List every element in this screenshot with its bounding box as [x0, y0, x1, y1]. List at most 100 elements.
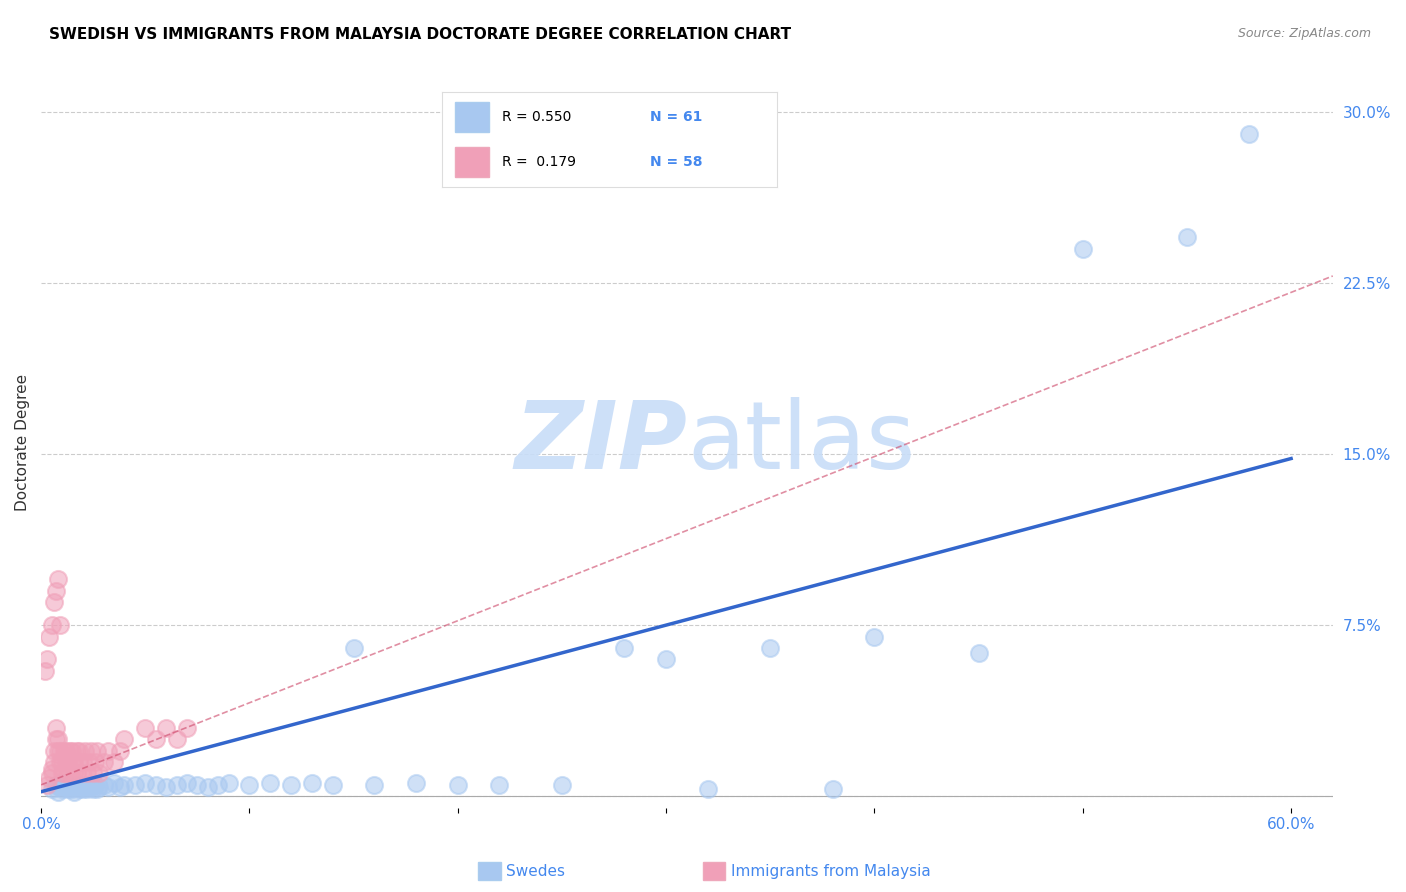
- Point: [51, 782, 73, 797]
- Text: ZIP: ZIP: [515, 397, 688, 489]
- Point: [97, 780, 120, 794]
- Text: Immigrants from Malaysia: Immigrants from Malaysia: [731, 864, 931, 879]
- Point: [34, 664, 56, 678]
- Point: [363, 778, 385, 792]
- Point: [58, 755, 80, 769]
- Point: [84, 778, 107, 792]
- Point: [72, 778, 94, 792]
- Point: [89, 780, 111, 794]
- Point: [63, 785, 86, 799]
- Point: [65, 778, 87, 792]
- Point: [37, 652, 59, 666]
- Point: [863, 630, 886, 644]
- Point: [41, 782, 63, 797]
- Point: [1175, 230, 1198, 244]
- Y-axis label: Doctorate Degree: Doctorate Degree: [15, 374, 30, 511]
- Point: [551, 778, 574, 792]
- Point: [1239, 128, 1261, 142]
- Point: [93, 778, 115, 792]
- Point: [967, 646, 990, 660]
- Point: [145, 778, 167, 792]
- Point: [60, 755, 83, 769]
- Point: [49, 744, 72, 758]
- Point: [73, 780, 96, 794]
- Point: [110, 744, 132, 758]
- Point: [69, 766, 91, 780]
- Point: [86, 744, 108, 758]
- Point: [53, 744, 76, 758]
- Point: [80, 780, 103, 794]
- Point: [259, 775, 281, 789]
- Point: [186, 778, 208, 792]
- Point: [51, 755, 73, 769]
- Point: [343, 640, 366, 655]
- Point: [97, 744, 120, 758]
- Point: [207, 778, 229, 792]
- Point: [51, 775, 73, 789]
- Point: [42, 755, 65, 769]
- Point: [197, 780, 219, 794]
- Point: [821, 782, 844, 797]
- Point: [114, 778, 136, 792]
- Point: [155, 721, 177, 735]
- Text: atlas: atlas: [688, 397, 915, 489]
- Point: [89, 766, 111, 780]
- Point: [405, 775, 427, 789]
- Point: [38, 630, 60, 644]
- Point: [80, 744, 103, 758]
- Point: [55, 744, 77, 758]
- Point: [67, 755, 90, 769]
- Point: [77, 778, 100, 792]
- Point: [41, 618, 63, 632]
- Point: [45, 778, 67, 792]
- Point: [67, 744, 90, 758]
- Point: [65, 744, 87, 758]
- Point: [46, 732, 69, 747]
- Point: [93, 755, 115, 769]
- Point: [49, 618, 72, 632]
- Point: [218, 775, 240, 789]
- Point: [84, 755, 107, 769]
- Point: [82, 782, 104, 797]
- Point: [280, 778, 302, 792]
- Point: [38, 771, 60, 785]
- Point: [37, 778, 59, 792]
- Point: [41, 762, 63, 776]
- Point: [59, 744, 82, 758]
- Point: [69, 780, 91, 794]
- Point: [86, 782, 108, 797]
- Point: [655, 652, 678, 666]
- Point: [155, 780, 177, 794]
- Point: [301, 775, 323, 789]
- Point: [447, 778, 470, 792]
- Point: [42, 595, 65, 609]
- Point: [696, 782, 718, 797]
- Text: Swedes: Swedes: [506, 864, 565, 879]
- Point: [65, 766, 87, 780]
- Point: [60, 780, 83, 794]
- Point: [145, 732, 167, 747]
- Point: [46, 573, 69, 587]
- Point: [114, 732, 136, 747]
- Point: [76, 782, 98, 797]
- Point: [51, 766, 73, 780]
- Point: [134, 775, 156, 789]
- Point: [82, 766, 104, 780]
- Point: [72, 755, 94, 769]
- Point: [103, 775, 125, 789]
- Point: [72, 782, 94, 797]
- Point: [59, 778, 82, 792]
- Point: [53, 766, 76, 780]
- Point: [45, 721, 67, 735]
- Point: [73, 744, 96, 758]
- Point: [55, 780, 77, 794]
- Point: [110, 780, 132, 794]
- Point: [58, 782, 80, 797]
- Point: [238, 778, 260, 792]
- Point: [45, 583, 67, 598]
- Point: [49, 780, 72, 794]
- Point: [176, 775, 198, 789]
- Point: [322, 778, 344, 792]
- Point: [45, 732, 67, 747]
- Point: [613, 640, 636, 655]
